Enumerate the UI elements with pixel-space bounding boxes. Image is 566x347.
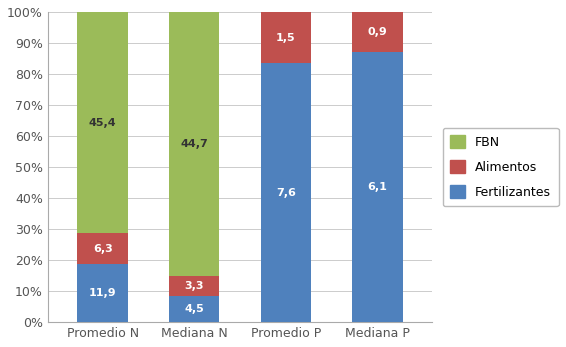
Bar — [261, 12, 311, 63]
Bar — [78, 12, 128, 234]
Text: 4,5: 4,5 — [185, 304, 204, 314]
Text: 44,7: 44,7 — [181, 139, 208, 149]
Legend: FBN, Alimentos, Fertilizantes: FBN, Alimentos, Fertilizantes — [443, 128, 559, 206]
Bar — [78, 234, 128, 264]
Text: 45,4: 45,4 — [89, 118, 117, 128]
Text: 6,3: 6,3 — [93, 244, 113, 254]
Bar — [78, 264, 128, 322]
Bar — [352, 12, 402, 52]
Bar — [169, 12, 220, 276]
Text: 1,5: 1,5 — [276, 33, 295, 43]
Bar — [261, 63, 311, 322]
Text: 11,9: 11,9 — [89, 288, 117, 298]
Text: 3,3: 3,3 — [185, 281, 204, 291]
Bar — [169, 276, 220, 296]
Text: 7,6: 7,6 — [276, 188, 296, 198]
Bar — [352, 52, 402, 322]
Bar — [169, 296, 220, 322]
Text: 0,9: 0,9 — [367, 27, 387, 37]
Text: 6,1: 6,1 — [367, 182, 387, 192]
